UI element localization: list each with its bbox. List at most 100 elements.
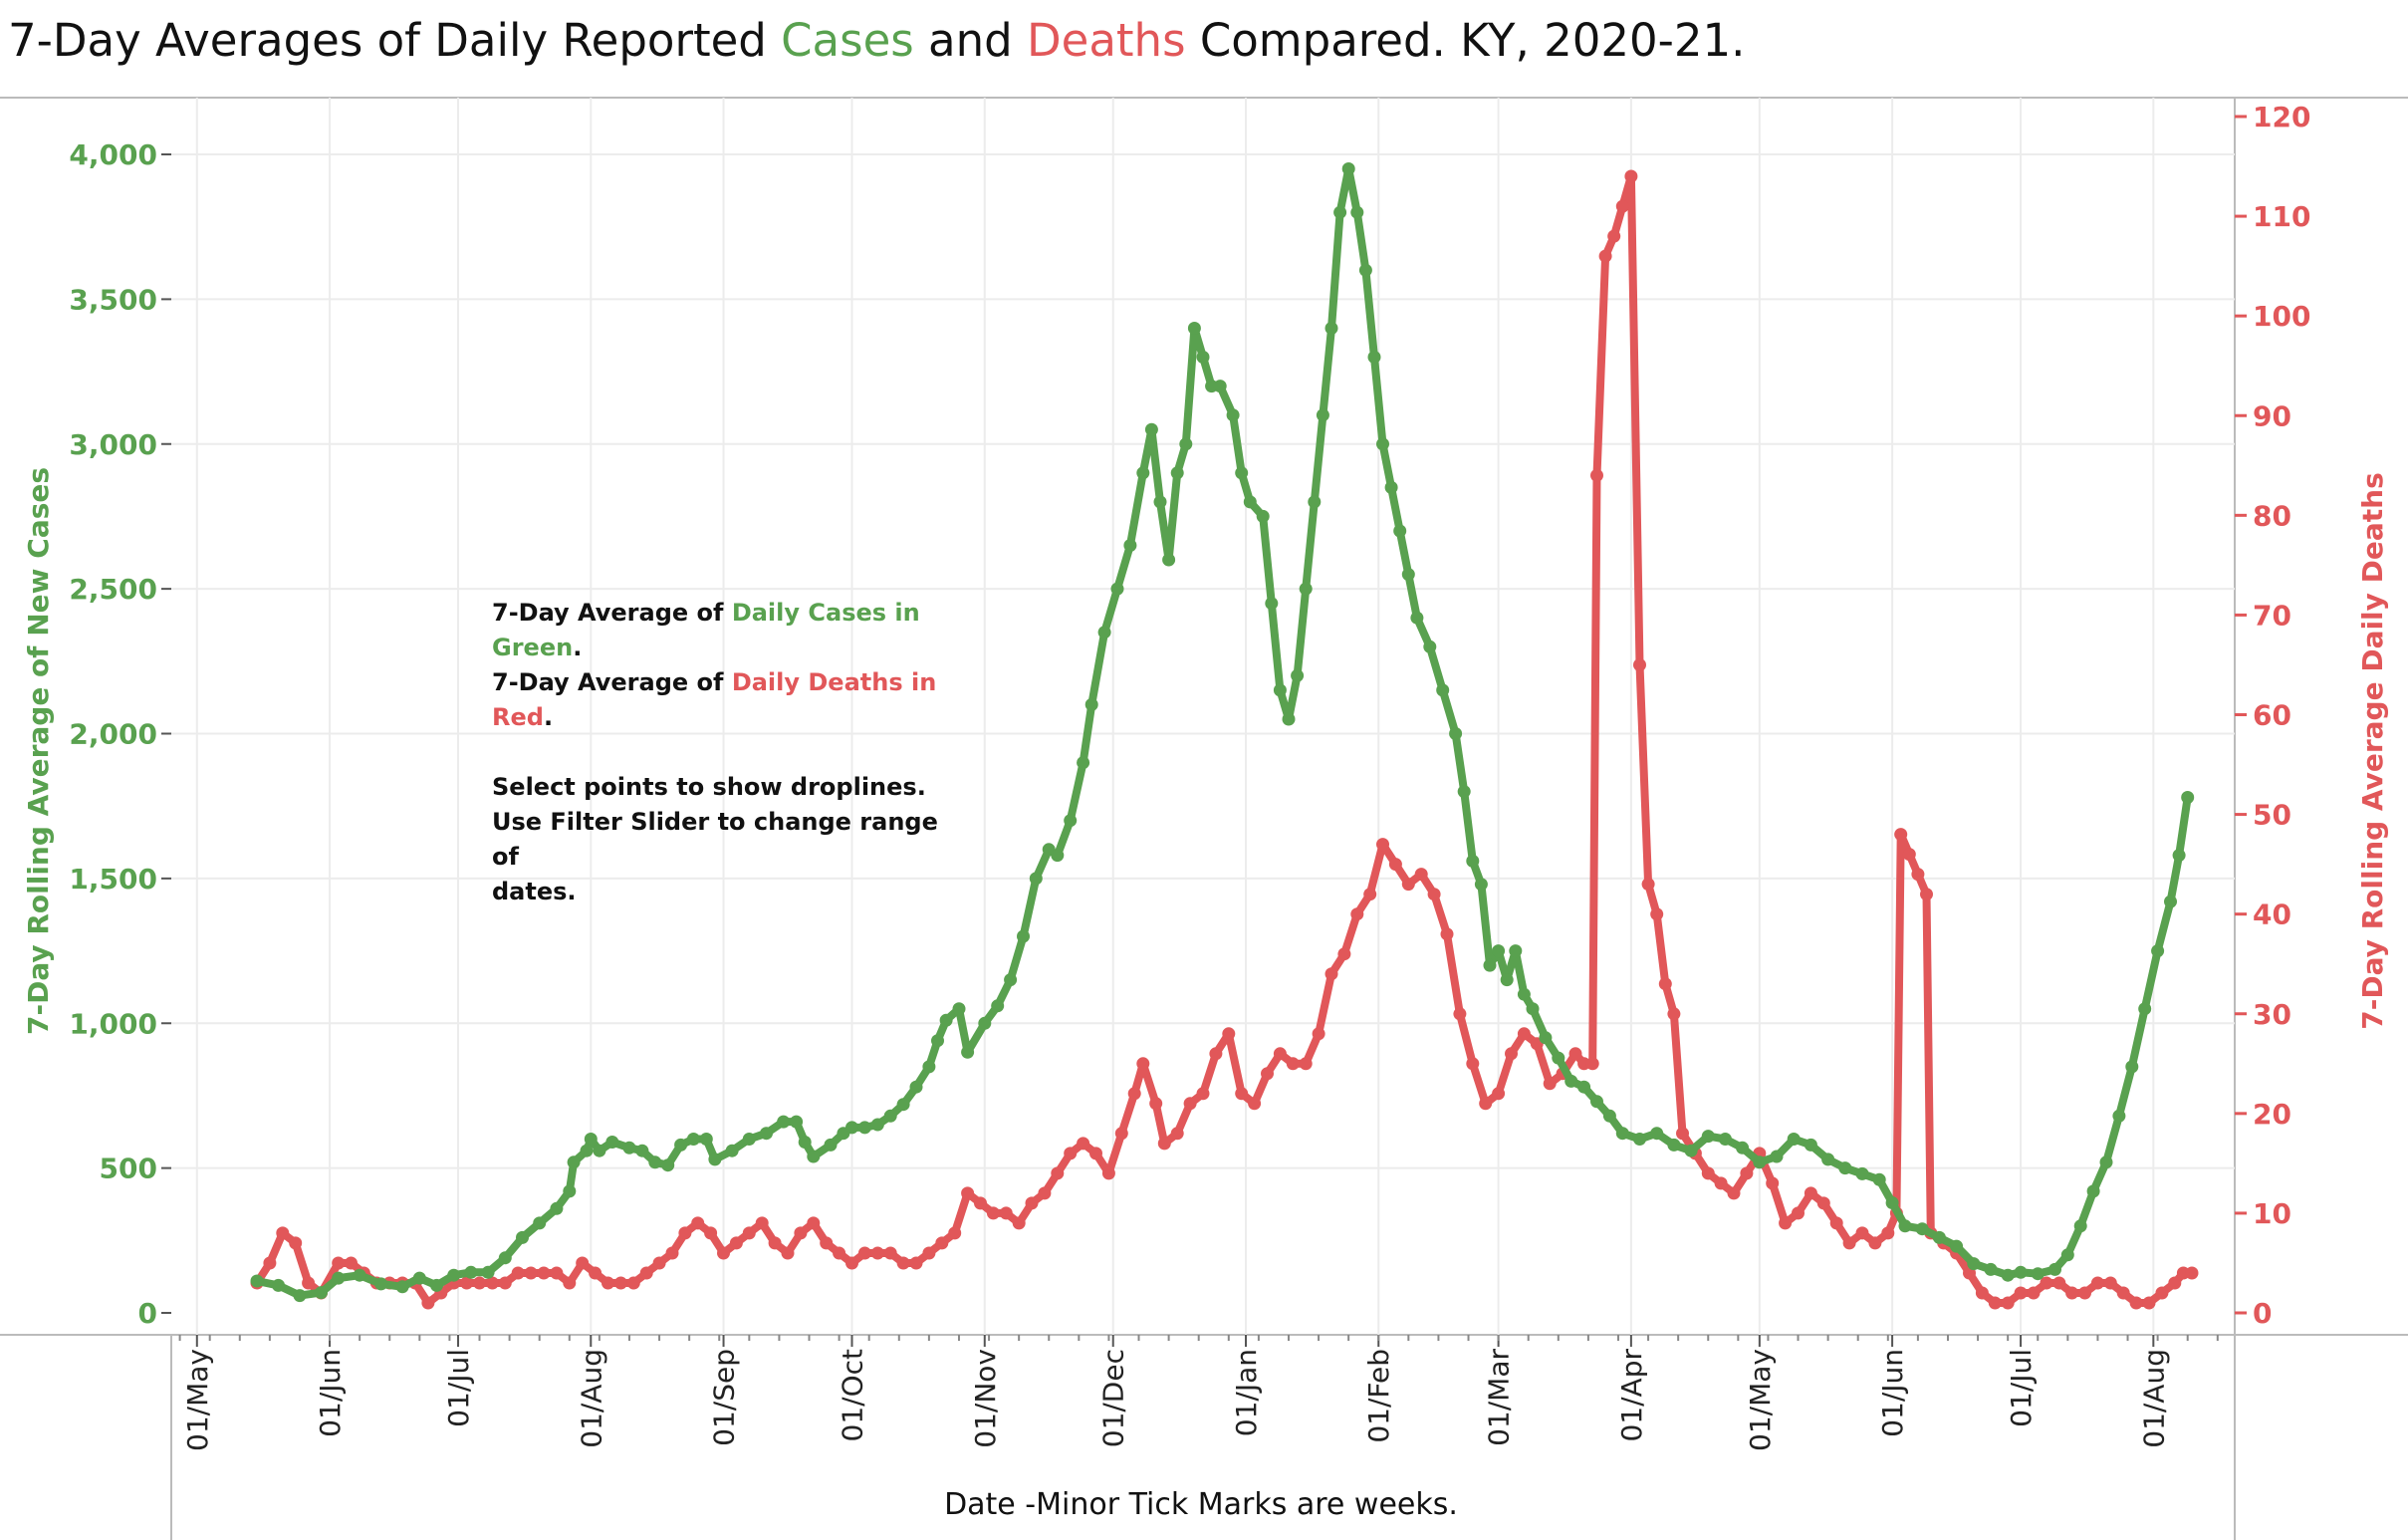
cases-point — [777, 1115, 791, 1129]
cases-point — [1872, 1172, 1886, 1186]
cases-point — [2099, 1155, 2113, 1169]
note-text: . — [573, 634, 583, 661]
cases-point — [605, 1136, 619, 1149]
deaths-point — [1911, 868, 1925, 882]
deaths-point — [1829, 1216, 1843, 1230]
deaths-point — [1136, 1057, 1150, 1071]
deaths-point — [1505, 1047, 1518, 1061]
deaths-point — [276, 1226, 290, 1240]
deaths-point — [1590, 468, 1603, 482]
x-tick-label: 01/Oct — [837, 1349, 869, 1441]
cases-point — [1316, 408, 1329, 422]
deaths-point — [1101, 1166, 1115, 1180]
deaths-point — [1466, 1057, 1480, 1071]
deaths-point — [498, 1276, 512, 1290]
y-left-tick-label: 1,000 — [69, 1007, 157, 1040]
deaths-point — [2052, 1276, 2066, 1290]
deaths-point — [473, 1276, 486, 1290]
cases-point — [1324, 322, 1338, 335]
y-left-tick-label: 2,000 — [69, 718, 157, 751]
note-text: . — [543, 703, 554, 731]
cases-point — [1950, 1239, 1964, 1253]
title-deaths-word: Deaths — [1027, 14, 1186, 67]
title-part-1: 7-Day Averages of Daily Reported — [8, 14, 782, 67]
cases-point — [798, 1136, 812, 1149]
cases-point — [1932, 1230, 1946, 1244]
deaths-point — [1183, 1097, 1197, 1111]
deaths-point — [820, 1236, 834, 1250]
deaths-point — [1440, 927, 1454, 941]
deaths-point — [2065, 1286, 2079, 1300]
cases-point — [1650, 1127, 1664, 1141]
cases-point — [1110, 582, 1124, 596]
cases-point — [1401, 568, 1415, 582]
deaths-point — [1855, 1226, 1869, 1240]
cases-point — [991, 999, 1005, 1013]
deaths-point — [833, 1246, 846, 1260]
cases-point — [430, 1278, 443, 1292]
cases-point — [1449, 727, 1463, 740]
cases-point — [1376, 437, 1389, 451]
y-left-tick-label: 4,000 — [69, 138, 157, 171]
cases-point — [622, 1141, 636, 1155]
cases-point — [1838, 1161, 1852, 1175]
deaths-point — [652, 1256, 666, 1270]
cases-point — [1029, 872, 1043, 886]
cases-point — [2151, 944, 2165, 958]
deaths-point — [1363, 888, 1377, 901]
deaths-point — [1401, 878, 1415, 892]
y-left-tick-label: 3,500 — [69, 283, 157, 316]
cases-point — [1084, 697, 1098, 711]
deaths-point — [2103, 1276, 2117, 1290]
y-right-tick-label: 20 — [2253, 1098, 2291, 1131]
y-right-tick-label: 120 — [2253, 101, 2310, 133]
cases-point — [708, 1153, 722, 1166]
cases-point — [550, 1201, 564, 1215]
y-right-tick-label: 60 — [2253, 699, 2291, 732]
left-y-axis: 0 500 1,000 1,500 2,000 2,500 3,000 3,500 4,000 — [69, 138, 171, 1330]
deaths-point — [302, 1276, 316, 1290]
deaths-point — [1650, 907, 1664, 921]
deaths-point — [2155, 1286, 2169, 1300]
y-axis-left-title: 7-Day Rolling Average of New Cases — [22, 467, 55, 1035]
y-right-tick-label: 110 — [2253, 200, 2310, 233]
deaths-point — [589, 1266, 602, 1280]
deaths-point — [1779, 1216, 1793, 1230]
cases-point — [1539, 1031, 1553, 1045]
cases-point — [699, 1133, 713, 1146]
y-right-tick-label: 0 — [2253, 1297, 2272, 1330]
deaths-point — [1479, 1097, 1493, 1111]
deaths-point — [576, 1256, 590, 1270]
note-instruction-2: Use Filter Slider to change range of — [492, 808, 938, 871]
cases-point — [952, 1002, 966, 1016]
cases-point — [1358, 263, 1372, 277]
cases-point — [2001, 1268, 2015, 1282]
cases-point — [1898, 1219, 1912, 1233]
deaths-point — [1064, 1147, 1078, 1160]
deaths-point — [665, 1246, 679, 1260]
deaths-point — [1157, 1137, 1171, 1151]
deaths-point — [639, 1266, 653, 1280]
cases-point — [2112, 1109, 2126, 1123]
cases-point — [1153, 495, 1167, 509]
cases-point — [1436, 683, 1450, 697]
cases-point — [1483, 958, 1497, 972]
cases-point — [2014, 1265, 2028, 1279]
deaths-point — [1170, 1127, 1184, 1141]
y-right-tick-label: 50 — [2253, 799, 2291, 832]
cases-point — [961, 1045, 975, 1059]
cases-point — [661, 1158, 675, 1172]
series-cases — [250, 162, 2195, 1303]
deaths-point — [1235, 1087, 1249, 1101]
title-part-2: and — [913, 14, 1027, 67]
x-tick-label: 01/Aug — [2137, 1349, 2170, 1448]
y-left-tick-label: 0 — [138, 1297, 157, 1330]
deaths-point — [922, 1246, 936, 1260]
cases-point — [1170, 466, 1184, 480]
deaths-point — [2185, 1266, 2199, 1280]
deaths-point — [1025, 1196, 1039, 1210]
deaths-point — [1658, 977, 1672, 991]
cases-point — [1577, 1080, 1591, 1094]
cases-point — [1179, 437, 1193, 451]
cases-point — [1517, 987, 1531, 1001]
